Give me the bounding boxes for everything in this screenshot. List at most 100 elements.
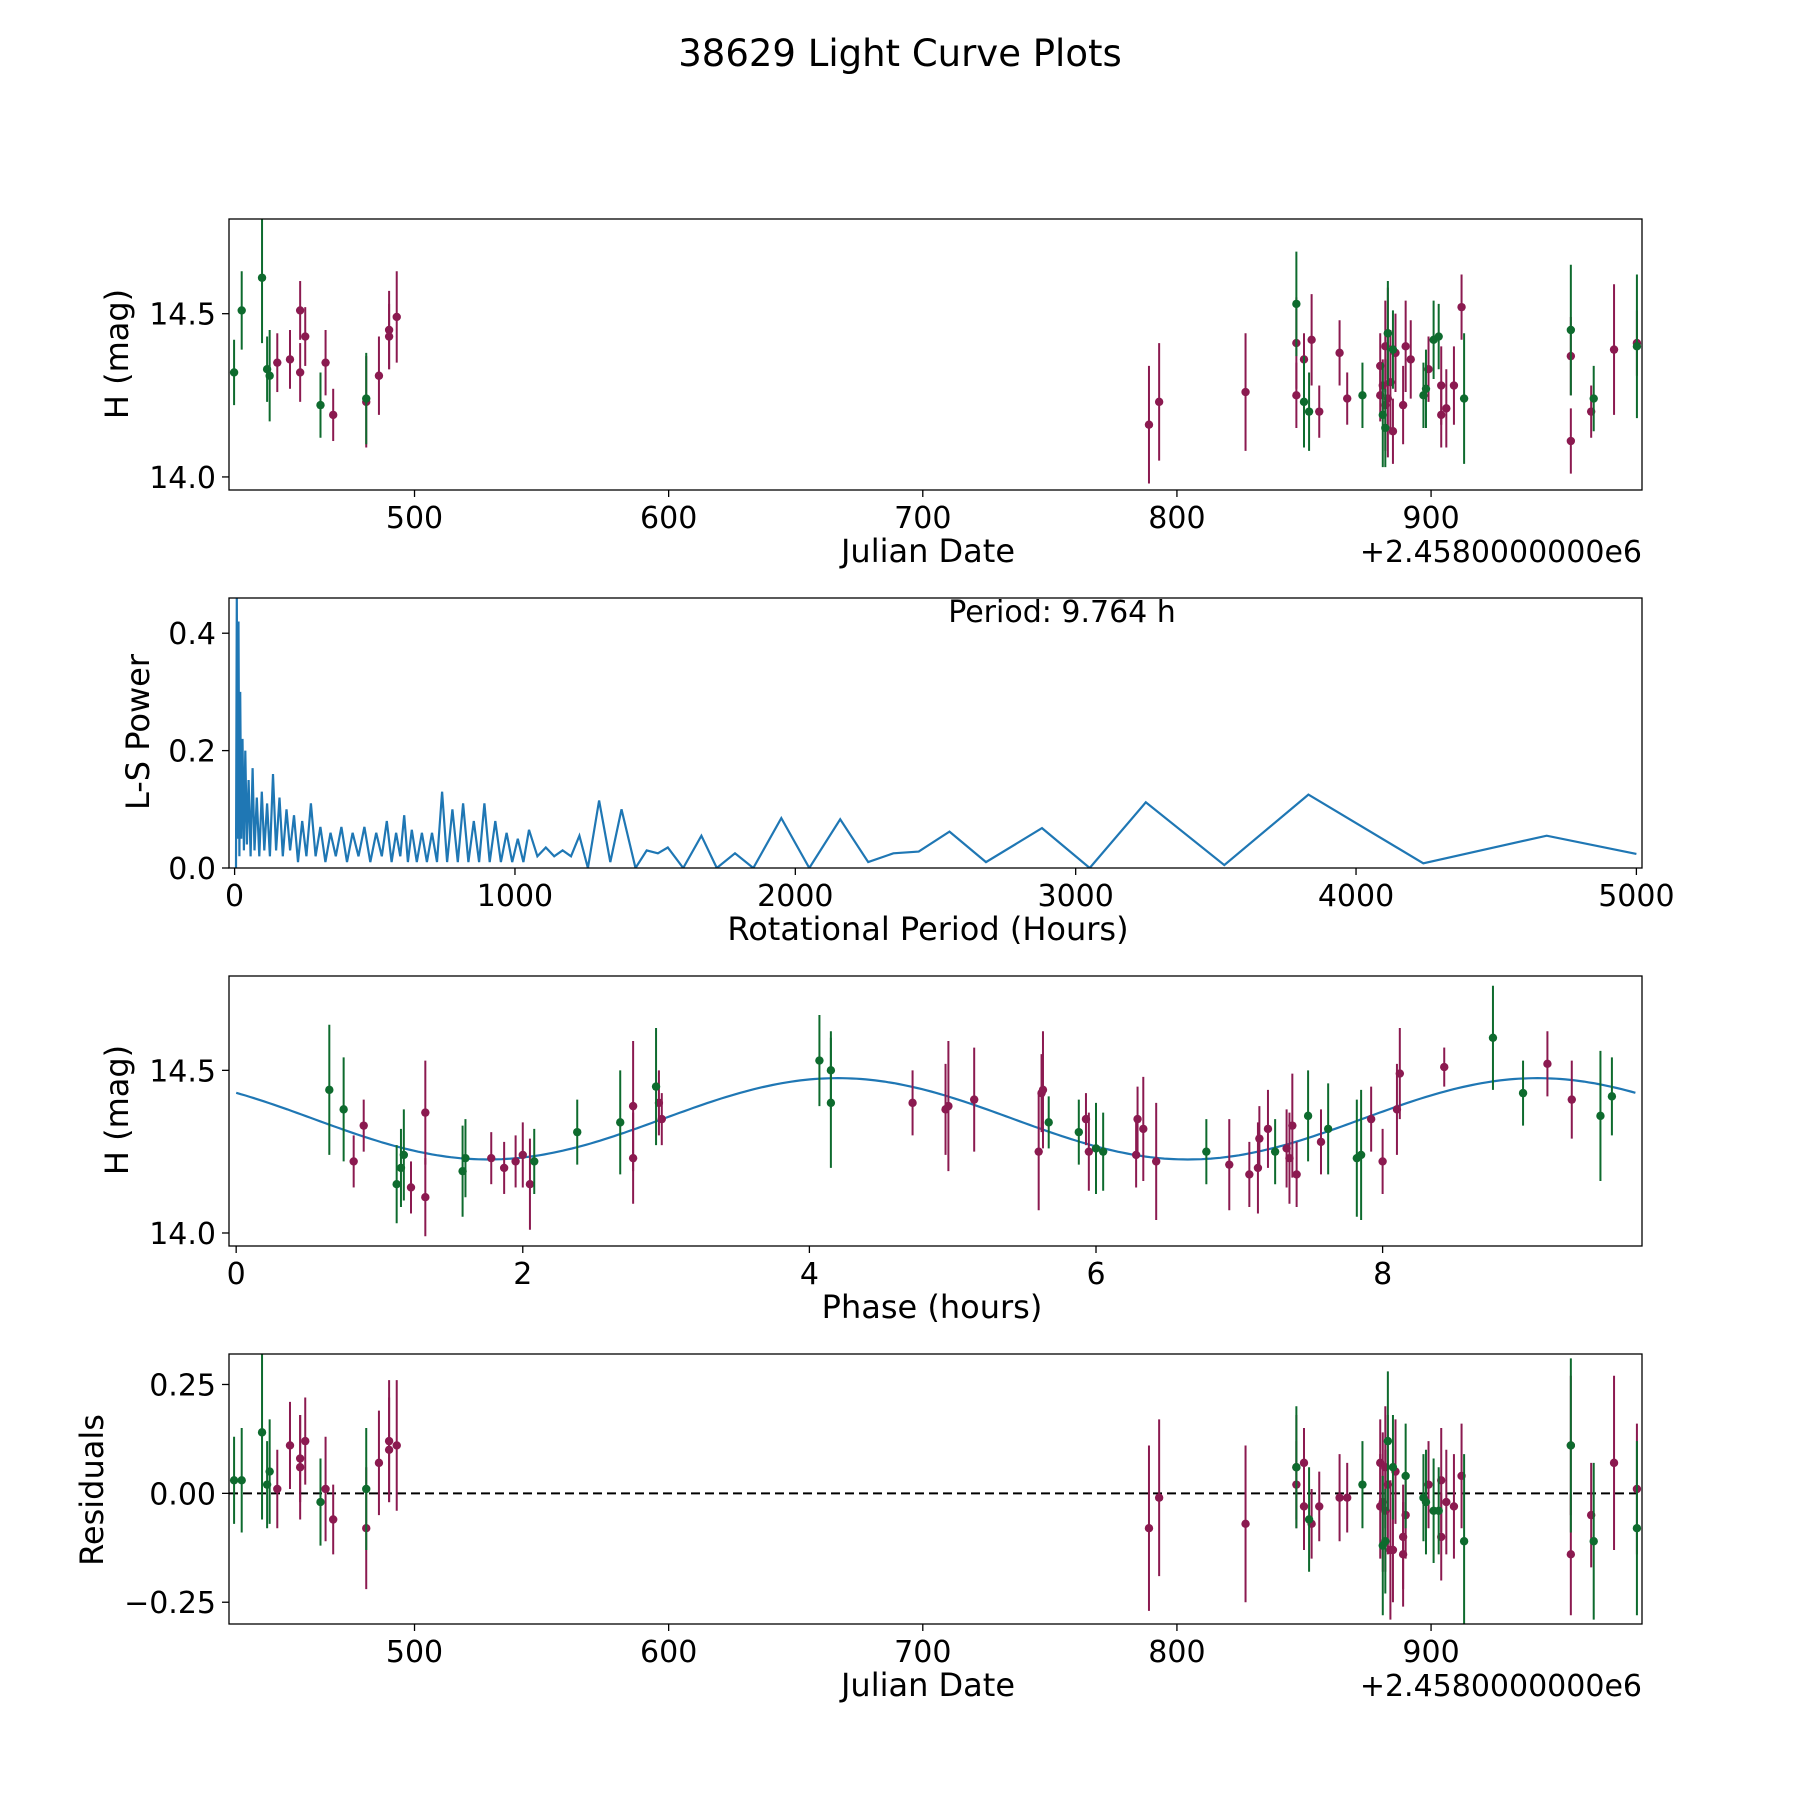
lightcurve-data-point xyxy=(362,394,371,403)
phased-data-point xyxy=(941,1105,950,1114)
periodogram-xtick-label: 1000 xyxy=(477,879,553,914)
residuals-plot-area xyxy=(229,1354,1642,1624)
phased-ytick-label: 14.0 xyxy=(149,1217,216,1252)
lightcurve-data-point xyxy=(1398,400,1408,410)
lightcurve-data-point xyxy=(1154,397,1164,407)
phased-data-point xyxy=(1607,1092,1617,1101)
residuals-data-point xyxy=(1609,1458,1619,1468)
phased-data-point xyxy=(1074,1127,1084,1137)
lightcurve-data-point xyxy=(257,273,267,282)
lightcurve-ytick-label: 14.0 xyxy=(149,461,216,496)
phased-data-point xyxy=(349,1157,358,1166)
phased-ylabel: H (mag) xyxy=(98,1045,136,1175)
lightcurve-data-point xyxy=(1434,332,1443,341)
lightcurve-data-point xyxy=(1449,381,1459,390)
residuals-data-point xyxy=(1589,1537,1598,1546)
residuals-data-point xyxy=(285,1441,295,1450)
phased-data-point xyxy=(969,1095,979,1104)
lightcurve-data-point xyxy=(1388,345,1398,354)
residuals-data-point xyxy=(229,1476,239,1485)
lightcurve-data-point xyxy=(273,358,282,367)
lightcurve-data-point xyxy=(1566,325,1576,335)
lightcurve-xtick-label: 600 xyxy=(640,501,697,536)
lightcurve-data-point xyxy=(265,371,274,380)
lightcurve-data-point xyxy=(1241,387,1250,397)
residuals-xtick-label: 700 xyxy=(894,1635,951,1670)
phased-data-point xyxy=(628,1101,638,1111)
lightcurve-data-point xyxy=(1299,397,1309,407)
phased-data-point xyxy=(1292,1170,1301,1179)
phased-xtick-label: 8 xyxy=(1373,1257,1392,1292)
phased-data-point xyxy=(359,1121,368,1130)
residuals-data-point xyxy=(316,1497,325,1507)
residuals-data-point xyxy=(1383,1436,1393,1446)
phased-data-point xyxy=(1131,1150,1141,1160)
lightcurve-data-point xyxy=(301,332,310,341)
residuals-ytick-label: 0.25 xyxy=(149,1368,216,1403)
phased-data-point xyxy=(1395,1069,1405,1078)
phased-data-point xyxy=(1440,1062,1449,1072)
phased-data-point xyxy=(1303,1111,1313,1121)
periodogram-xtick-label: 4000 xyxy=(1318,879,1394,914)
phased-data-point xyxy=(908,1098,917,1108)
residuals-ytick-label: −0.25 xyxy=(124,1586,216,1621)
residuals-data-point xyxy=(1292,1463,1301,1472)
phased-data-point xyxy=(392,1179,401,1189)
residuals-data-point xyxy=(1381,1537,1390,1546)
residuals-data-point xyxy=(1434,1506,1443,1515)
lightcurve-data-point xyxy=(1437,410,1446,420)
lightcurve-data-point xyxy=(237,306,246,315)
phased-data-point xyxy=(1091,1144,1101,1153)
lightcurve-data-point xyxy=(1632,342,1642,351)
phased-data-point xyxy=(461,1153,470,1163)
lightcurve-axes-frame xyxy=(228,218,1643,491)
phased-data-point xyxy=(339,1105,348,1114)
phased-data-point xyxy=(1038,1085,1048,1095)
periodogram-xtick-label: 2000 xyxy=(757,879,833,914)
lightcurve-data-point xyxy=(1589,394,1598,403)
lightcurve-data-point xyxy=(1304,407,1314,416)
lightcurve-panel: Julian Date +2.4580000000e6 H (mag) 500 6… xyxy=(98,218,1643,570)
lightcurve-xtick-label: 800 xyxy=(1148,501,1205,536)
residuals-axes-frame xyxy=(228,1353,1643,1625)
periodogram-ytick-label: 0.2 xyxy=(168,735,216,770)
residuals-data-point xyxy=(1449,1502,1459,1511)
residuals-data-point xyxy=(384,1436,394,1446)
phased-data-point xyxy=(1596,1111,1605,1121)
lightcurve-data-point xyxy=(1388,427,1398,436)
lightcurve-data-point xyxy=(316,400,325,410)
residuals-xtick-label: 900 xyxy=(1402,1635,1459,1670)
phased-data-point xyxy=(815,1056,824,1065)
periodogram-ytick-label: 0.0 xyxy=(168,852,216,887)
residuals-data-point xyxy=(1358,1480,1367,1489)
residuals-data-point xyxy=(265,1467,274,1476)
phased-data-point xyxy=(1356,1150,1366,1160)
residuals-data-point xyxy=(1144,1523,1154,1533)
lightcurve-xtick-label: 700 xyxy=(894,501,951,536)
residuals-data-point xyxy=(1388,1545,1398,1555)
phased-data-point xyxy=(628,1153,638,1163)
residuals-data-point xyxy=(1632,1523,1642,1533)
lightcurve-data-point xyxy=(1343,394,1352,403)
lightcurve-data-point xyxy=(328,410,338,420)
lightcurve-x-offset: +2.4580000000e6 xyxy=(1360,535,1642,570)
residuals-data-point xyxy=(1566,1550,1576,1559)
periodogram-ylabel: L-S Power xyxy=(119,653,157,810)
phased-data-point xyxy=(651,1082,661,1091)
residuals-panel: Julian Date +2.4580000000e6 Residuals 50… xyxy=(73,1353,1643,1704)
phased-data-point xyxy=(1488,1033,1498,1043)
residuals-data-point xyxy=(362,1484,371,1494)
residuals-data-point xyxy=(1304,1515,1314,1524)
phased-data-point xyxy=(1098,1147,1108,1156)
lightcurve-data-point xyxy=(1315,407,1324,416)
phased-data-point xyxy=(421,1108,430,1117)
lightcurve-data-point xyxy=(1307,335,1316,345)
lightcurve-data-point xyxy=(392,312,401,322)
lightcurve-data-point xyxy=(384,325,394,335)
lightcurve-data-point xyxy=(1459,394,1469,403)
lightcurve-data-point xyxy=(1566,436,1576,446)
phased-data-point xyxy=(1133,1114,1142,1124)
periodogram-xtick-label: 3000 xyxy=(1037,879,1113,914)
residuals-ylabel: Residuals xyxy=(73,1414,111,1566)
